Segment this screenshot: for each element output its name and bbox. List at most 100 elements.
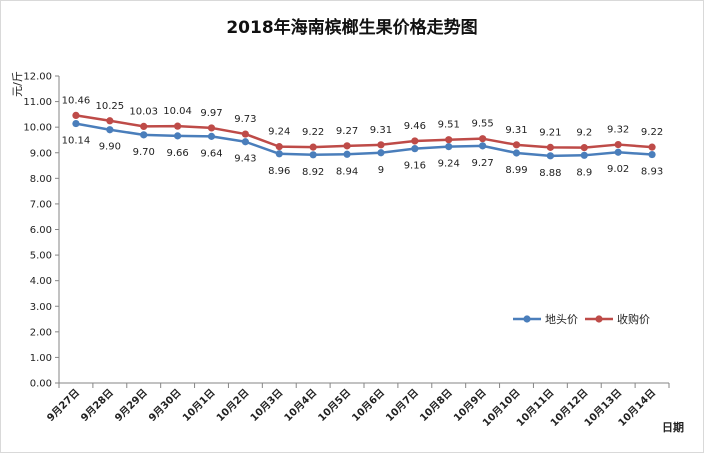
data-label-1: 9.51 [438,120,460,131]
series-point-1 [411,137,419,145]
series-point-1 [377,141,385,149]
legend-label-1: 收购价 [617,312,650,326]
series-point-1 [72,111,80,119]
data-label-1: 10.46 [62,95,91,106]
data-label-1: 9.22 [302,127,324,138]
y-tick-label: 7.00 [30,199,52,210]
series-point-0 [140,131,148,139]
series-line-0 [75,122,653,158]
data-label-1: 9.27 [336,126,358,137]
series-point-1 [648,143,656,151]
data-label-0: 9.16 [404,161,426,172]
data-label-1: 9.31 [370,125,392,136]
data-label-1: 10.03 [129,106,158,117]
data-label-0: 9.27 [471,158,493,169]
series-point-0 [445,143,453,151]
legend-marker-0 [523,315,531,323]
data-label-1: 10.25 [96,101,125,112]
legend-marker-1 [595,315,603,323]
data-label-0: 8.92 [302,167,324,178]
series-point-0 [241,138,249,146]
data-label-1: 9.97 [200,108,222,119]
series-point-0 [580,151,588,159]
legend-label-0: 地头价 [545,313,578,326]
x-tick-label: 10月5日 [316,387,353,424]
series-point-1 [445,136,453,144]
y-tick-label: 1.00 [30,353,52,364]
series-point-0 [614,148,622,156]
series-point-1 [106,117,114,125]
series-point-0 [512,149,521,157]
y-tick-label: 6.00 [30,225,52,236]
x-tick-label: 10月2日 [214,387,251,424]
series-point-0 [411,145,419,153]
series-point-0 [72,119,80,128]
data-label-0: 9.90 [99,142,121,153]
data-label-0: 8.94 [336,166,358,177]
series-point-1 [343,142,351,150]
data-label-1: 9.21 [539,127,561,138]
x-tick-label: 10月1日 [180,387,217,424]
series-line-1 [75,114,653,149]
series-point-0 [106,126,114,134]
y-tick-label: 0.00 [30,379,52,390]
series-point-1 [512,141,521,149]
data-label-0: 9.24 [438,159,460,170]
series-point-0 [377,149,385,157]
data-label-1: 9.55 [471,119,493,130]
series-point-0 [174,132,182,140]
data-label-0: 9.70 [133,147,155,158]
series-layer [72,111,656,160]
x-tick-label: 9月30日 [146,387,183,424]
series-point-0 [309,151,317,159]
series-point-1 [309,143,317,151]
data-label-0: 9.02 [607,164,629,175]
data-labels: 10.14 9.90 9.70 9.66 9.64 9.43 8.96 8.92 8.94 9 9.… [62,95,664,178]
data-label-1: 9.22 [641,127,663,138]
series-point-1 [614,140,622,149]
data-label-1: 9.31 [505,125,527,136]
x-tick-label: 9月29日 [112,387,149,424]
series-point-1 [174,122,182,130]
data-label-0: 9.43 [234,154,256,165]
data-label-0: 10.14 [62,136,91,147]
data-label-1: 9.46 [404,121,426,132]
data-label-0: 8.93 [641,167,663,178]
y-tick-label: 9.00 [30,148,52,159]
y-tick-label: 10.00 [23,123,52,134]
y-tick-label: 4.00 [30,276,52,287]
data-label-0: 9.66 [166,148,188,159]
series-point-1 [207,124,216,132]
data-label-0: 8.88 [539,168,561,179]
y-tick-label: 5.00 [30,251,52,262]
series-point-1 [546,143,554,151]
series-point-0 [479,142,487,150]
series-point-0 [275,150,283,158]
data-label-0: 9 [378,165,384,176]
y-axis-label: 元/斤 [11,71,24,97]
x-tick-label: 10月14日 [616,387,658,429]
x-axis-label: 日期 [662,420,684,434]
series-point-1 [140,122,148,130]
series-point-1 [241,130,249,138]
data-label-1: 9.2 [576,128,592,139]
data-label-1: 9.73 [234,114,256,125]
series-point-1 [580,144,588,152]
y-tick-label: 3.00 [30,302,52,313]
data-label-1: 9.24 [268,127,290,138]
y-tick-label: 2.00 [30,327,52,338]
x-tick-label: 9月27日 [45,387,82,424]
series-point-0 [648,150,656,159]
y-tick-label: 11.00 [23,97,52,108]
legend: 地头价 收购价 [513,312,650,326]
x-tick-label: 10月7日 [384,387,421,424]
chart-title: 2018年海南槟榔生果价格走势图 [226,17,477,38]
y-tick-label: 12.00 [23,72,52,83]
x-tick-label: 10月8日 [417,387,454,424]
series-point-1 [479,135,487,143]
series-point-1 [275,143,283,151]
data-label-0: 8.96 [268,166,290,177]
x-tick-label: 10月6日 [350,387,387,424]
